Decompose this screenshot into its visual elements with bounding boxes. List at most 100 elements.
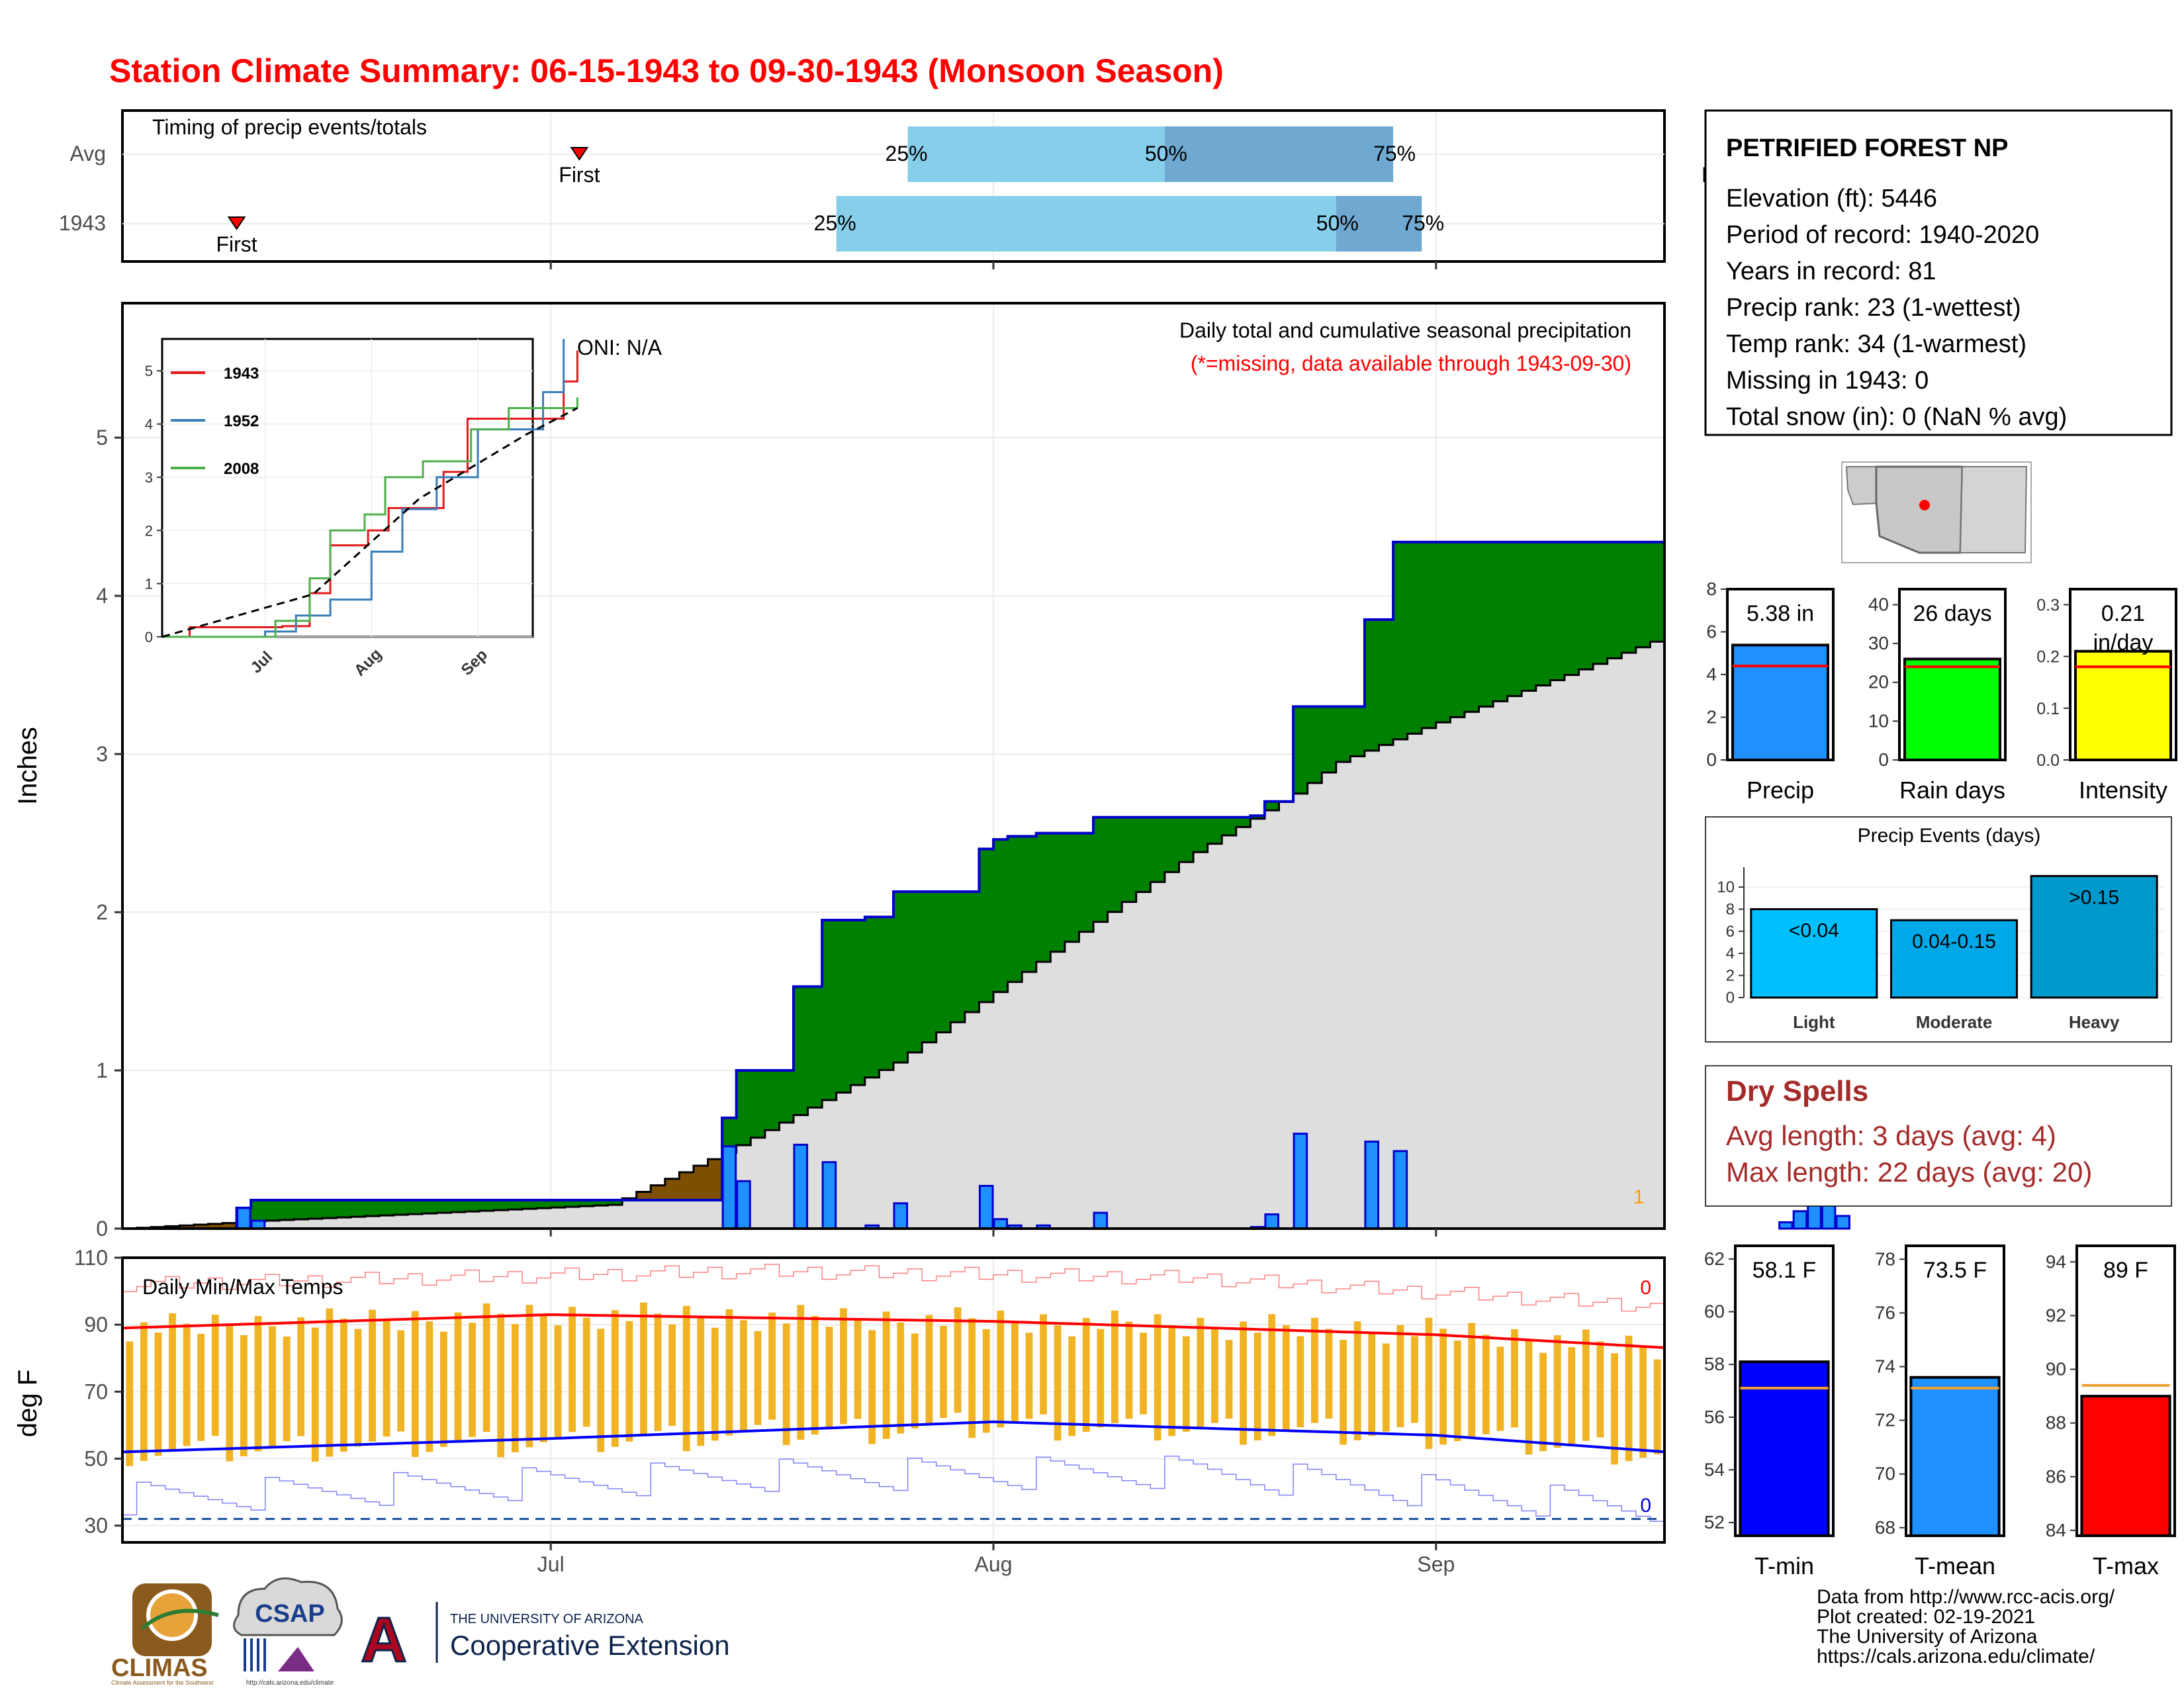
temp-t-mean-tick-label: 78 — [1875, 1248, 1895, 1269]
temp-t-min-label: T-min — [1754, 1552, 1814, 1579]
timing-bar-50-75-0 — [1164, 126, 1394, 182]
events-category-light: Light — [1793, 1012, 1835, 1032]
timing-p25-label-0: 25% — [886, 142, 928, 165]
daily-temp-bar — [1125, 1321, 1133, 1419]
ua-block-a-icon: A — [361, 1605, 406, 1675]
surplus-segment — [1635, 541, 1651, 647]
daily-temp-bar — [511, 1324, 519, 1452]
inset-line-1952 — [162, 339, 565, 638]
daily-temp-bar — [1197, 1317, 1205, 1428]
summary-rain-days-tick-label: 0 — [1878, 749, 1889, 770]
daily-temp-bar — [1325, 1329, 1333, 1419]
surplus-segment — [379, 1199, 394, 1216]
events-tick-label: 0 — [1726, 989, 1735, 1007]
surplus-segment — [565, 1199, 580, 1207]
surplus-segment — [351, 1199, 366, 1217]
daily-temp-bar — [1097, 1329, 1105, 1428]
surplus-segment — [736, 1070, 751, 1145]
daily-temp-bar — [911, 1333, 919, 1429]
station-box-frame — [1704, 109, 2173, 436]
daily-temp-bar — [126, 1341, 134, 1466]
deficit-segment — [208, 1223, 223, 1229]
daily-temp-bar — [326, 1308, 334, 1457]
surplus-segment — [779, 1070, 794, 1123]
daily-temp-bar — [169, 1313, 176, 1451]
surplus-segment — [993, 839, 1009, 992]
ua-extension-logo: A THE UNIVERSITY OF ARIZONA Cooperative … — [360, 1602, 730, 1677]
inset-legend-label-2008: 2008 — [224, 460, 259, 478]
climas-logo-text: CLIMAS — [111, 1654, 208, 1682]
events-tick-label: 2 — [1726, 967, 1735, 985]
ua-logo-bottom-text: Cooperative Extension — [450, 1630, 730, 1661]
daily-temp-bar — [1639, 1347, 1647, 1458]
daily-temp-bar — [354, 1329, 362, 1447]
daily-temp-bar — [882, 1311, 890, 1439]
temp-count-max: 0 — [1640, 1277, 1651, 1299]
surplus-segment — [1479, 541, 1494, 707]
map-arizona — [1875, 465, 1964, 554]
surplus-segment — [1250, 816, 1265, 819]
summary-intensity-value-bar — [2074, 649, 2172, 761]
temp-t-max-tick-label: 88 — [2046, 1413, 2066, 1433]
state-map — [1841, 461, 2032, 563]
surplus-segment — [1593, 541, 1608, 664]
temp-t-mean-value-text: 73.5 F — [1923, 1258, 1987, 1283]
precip-panel-frame — [121, 302, 1666, 1230]
station-line-precip-rank: Precip rank: 23 (1-wettest) — [1726, 294, 2021, 322]
temp-t-max-tick-label: 90 — [2046, 1359, 2066, 1380]
precip-events-chart: Precip Events (days) 0 2 4 6 8 10 <0.04 Light 0.… — [1705, 816, 2172, 1043]
daily-precip-bar-08-20 — [1264, 1213, 1279, 1230]
daily-temp-bar — [1525, 1340, 1533, 1455]
summary-precip-tick-label: 8 — [1706, 579, 1717, 599]
surplus-segment — [365, 1199, 380, 1217]
record-max-line — [122, 1264, 1664, 1312]
daily-temp-bar — [597, 1329, 605, 1452]
daily-temp-bar — [211, 1315, 219, 1436]
surplus-segment — [1550, 541, 1565, 680]
surplus-segment — [1393, 541, 1408, 739]
csap-logo-text: CSAP — [255, 1600, 325, 1628]
station-line-period: Period of record: 1940-2020 — [1726, 221, 2039, 249]
temp-t-max-value-text: 89 F — [2103, 1258, 2148, 1283]
surplus-segment — [1322, 706, 1337, 773]
climas-logo: CLIMAS Climate Assessment for the Southw… — [111, 1583, 219, 1686]
surplus-segment — [1122, 817, 1137, 902]
daily-temp-bar — [1511, 1329, 1518, 1428]
normal-tmin-line — [122, 1420, 1665, 1454]
surplus-segment — [1450, 541, 1465, 718]
surplus-segment — [265, 1199, 280, 1221]
surplus-segment — [336, 1199, 351, 1218]
surplus-segment — [722, 1117, 737, 1153]
daily-temp-bar — [1496, 1346, 1504, 1431]
deficit-segment — [193, 1225, 209, 1229]
surplus-segment — [1179, 817, 1194, 863]
daily-temp-bar — [968, 1318, 976, 1438]
temp-t-mean-tick-label: 68 — [1875, 1517, 1895, 1538]
surplus-segment — [1379, 619, 1394, 745]
timing-marks: 25%50%75%FirstLast25%50%75%FirstLast — [216, 126, 1827, 269]
daily-temp-bar — [1253, 1333, 1261, 1440]
csap-rain-icon — [244, 1638, 266, 1671]
surplus-segment — [508, 1199, 523, 1210]
surplus-segment — [279, 1199, 295, 1221]
daily-temp-bar — [283, 1336, 291, 1442]
daily-temp-bar — [654, 1313, 662, 1431]
temp-t-mean-tick-label: 70 — [1875, 1464, 1895, 1484]
daily-temp-bar — [540, 1315, 547, 1442]
temp-ytick-label: 30 — [84, 1514, 108, 1538]
surplus-segment — [751, 1070, 766, 1138]
surplus-segment — [1079, 833, 1094, 932]
summary-intensity-label: Intensity — [2079, 776, 2167, 804]
temp-t-max-tick-label: 86 — [2046, 1466, 2066, 1487]
surplus-segment — [1578, 541, 1594, 670]
surplus-segment — [551, 1199, 566, 1208]
precip-ytick-label: 3 — [96, 742, 108, 766]
surplus-segment — [522, 1199, 537, 1209]
daily-temp-bar — [311, 1327, 319, 1462]
daily-temp-bar — [1653, 1359, 1661, 1454]
surplus-segment — [1064, 833, 1080, 942]
temp-t-min-tick-label: 56 — [1704, 1407, 1725, 1427]
daily-temp-bar — [525, 1305, 533, 1448]
precip-ytick-label: 4 — [96, 584, 108, 608]
